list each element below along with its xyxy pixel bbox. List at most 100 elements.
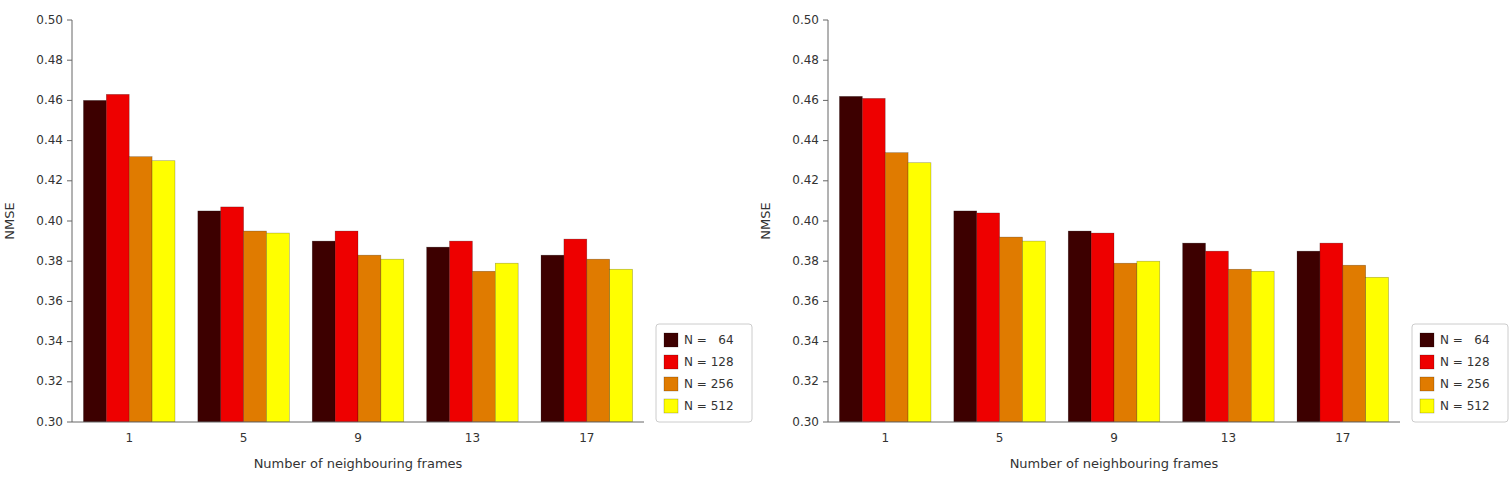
y-tick xyxy=(67,20,72,21)
legend-label: N = 128 xyxy=(1440,355,1490,369)
x-axis-title: Number of neighbouring frames xyxy=(1010,456,1219,471)
y-tick xyxy=(823,301,828,302)
bar xyxy=(335,231,358,422)
y-tick-label: 0.36 xyxy=(792,294,819,308)
bar xyxy=(1206,251,1229,422)
y-tick xyxy=(67,381,72,382)
bar xyxy=(472,271,495,422)
bar xyxy=(564,239,587,422)
bar xyxy=(541,255,564,422)
y-tick-label: 0.40 xyxy=(36,214,63,228)
x-tick-label: 13 xyxy=(1221,431,1236,445)
y-tick-label: 0.50 xyxy=(792,13,819,27)
x-tick-label: 17 xyxy=(579,431,594,445)
y-tick-label: 0.30 xyxy=(36,415,63,429)
x-tick-label: 1 xyxy=(125,431,133,445)
y-tick xyxy=(67,100,72,101)
y-axis xyxy=(72,20,73,422)
legend-label: N = 64 xyxy=(684,333,734,347)
legend-label: N = 64 xyxy=(1440,333,1490,347)
bar xyxy=(885,153,908,422)
bar xyxy=(839,96,862,422)
bar xyxy=(954,211,977,422)
legend-swatch xyxy=(1420,377,1434,391)
x-tick-label: 9 xyxy=(1110,431,1118,445)
bar xyxy=(1343,265,1366,422)
bar xyxy=(450,241,473,422)
legend-box xyxy=(1412,324,1508,422)
y-tick xyxy=(67,221,72,222)
legend-swatch xyxy=(664,333,678,347)
bar xyxy=(152,161,175,422)
legend-swatch xyxy=(664,355,678,369)
y-tick xyxy=(823,341,828,342)
y-tick xyxy=(823,60,828,61)
bar xyxy=(1114,263,1137,422)
bar xyxy=(1297,251,1320,422)
bar xyxy=(381,259,404,422)
y-tick-label: 0.30 xyxy=(792,415,819,429)
y-tick-label: 0.46 xyxy=(792,93,819,107)
y-tick xyxy=(67,60,72,61)
y-tick xyxy=(823,381,828,382)
y-tick-label: 0.50 xyxy=(36,13,63,27)
y-tick xyxy=(67,341,72,342)
figure: 0.300.320.340.360.380.400.420.440.460.48… xyxy=(0,0,1512,480)
y-tick-label: 0.34 xyxy=(792,334,819,348)
x-tick-label: 5 xyxy=(996,431,1004,445)
y-tick xyxy=(823,100,828,101)
bar xyxy=(312,241,335,422)
legend-swatch xyxy=(1420,333,1434,347)
y-tick xyxy=(67,261,72,262)
y-tick xyxy=(823,261,828,262)
legend-label: N = 128 xyxy=(684,355,734,369)
x-axis xyxy=(72,422,644,423)
bar xyxy=(495,263,518,422)
legend-label: N = 512 xyxy=(684,399,734,413)
y-axis-title: NMSE xyxy=(758,202,773,239)
bar xyxy=(1366,277,1389,422)
x-tick-label: 9 xyxy=(354,431,362,445)
bar xyxy=(1183,243,1206,422)
y-tick xyxy=(67,422,72,423)
y-tick-label: 0.44 xyxy=(792,133,819,147)
bar xyxy=(83,100,106,422)
y-tick-label: 0.44 xyxy=(36,133,63,147)
bar xyxy=(862,98,885,422)
legend-swatch xyxy=(1420,355,1434,369)
y-tick xyxy=(823,20,828,21)
background xyxy=(0,0,1512,480)
y-tick-label: 0.38 xyxy=(792,254,819,268)
bar xyxy=(908,163,931,422)
x-axis-title: Number of neighbouring frames xyxy=(254,456,463,471)
bar xyxy=(221,207,244,422)
x-tick-label: 5 xyxy=(240,431,248,445)
legend-label: N = 512 xyxy=(1440,399,1490,413)
y-tick-label: 0.42 xyxy=(792,173,819,187)
y-tick xyxy=(67,180,72,181)
panel: 0.300.320.340.360.380.400.420.440.460.48… xyxy=(2,13,752,472)
bar xyxy=(198,211,221,422)
y-tick-label: 0.32 xyxy=(36,374,63,388)
bar xyxy=(610,269,633,422)
bar xyxy=(266,233,289,422)
y-tick-label: 0.34 xyxy=(36,334,63,348)
bar xyxy=(1228,269,1251,422)
bar xyxy=(1251,271,1274,422)
y-tick-label: 0.32 xyxy=(792,374,819,388)
y-tick xyxy=(823,422,828,423)
x-tick-label: 13 xyxy=(465,431,480,445)
x-tick-label: 17 xyxy=(1335,431,1350,445)
bar xyxy=(358,255,381,422)
legend-swatch xyxy=(664,399,678,413)
y-tick-label: 0.36 xyxy=(36,294,63,308)
y-tick-label: 0.38 xyxy=(36,254,63,268)
y-tick-label: 0.40 xyxy=(792,214,819,228)
legend-swatch xyxy=(664,377,678,391)
bar xyxy=(1091,233,1114,422)
bar xyxy=(427,247,450,422)
y-tick xyxy=(67,301,72,302)
legend: N = 64N = 128N = 256N = 512 xyxy=(656,324,752,422)
bars xyxy=(839,96,1388,422)
bar xyxy=(1137,261,1160,422)
